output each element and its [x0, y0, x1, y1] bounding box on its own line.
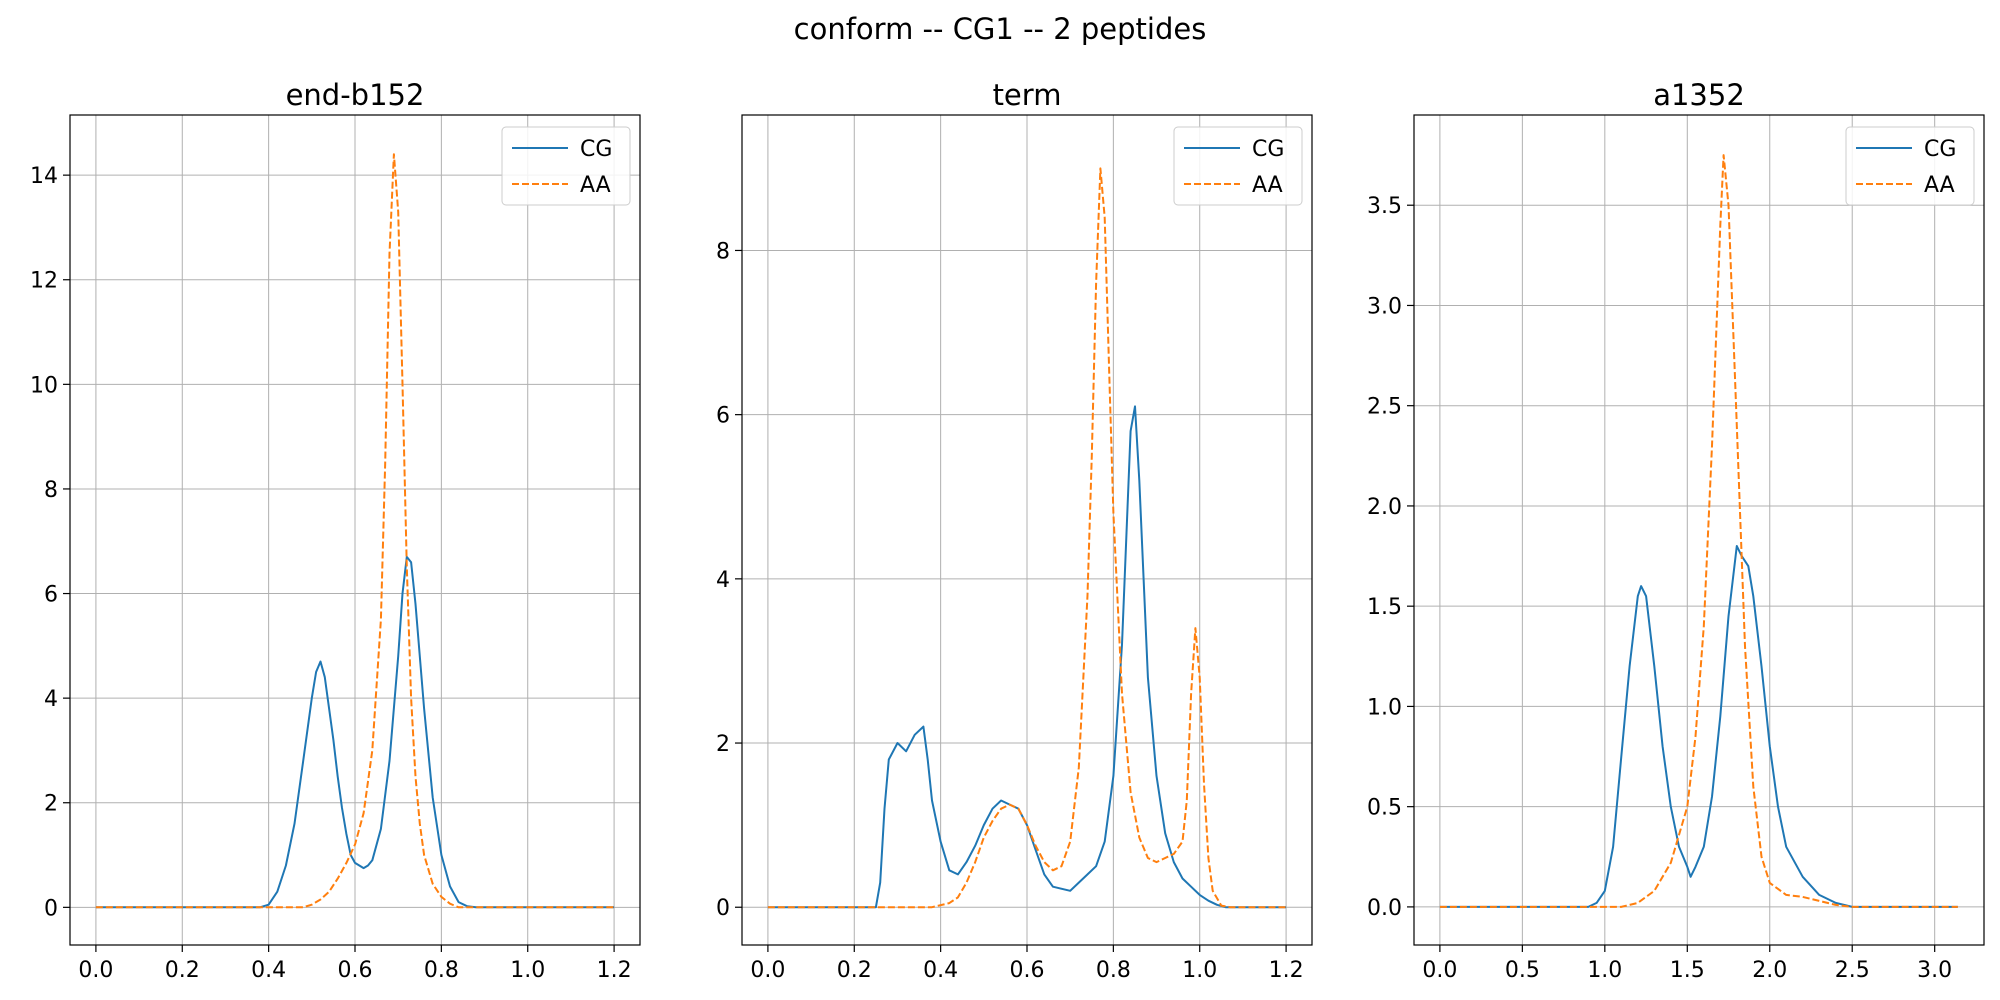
- y-tick-label: 10: [30, 373, 58, 398]
- series-line-aa: [1439, 154, 1958, 908]
- x-tick-label: 0.2: [165, 958, 200, 983]
- x-tick-label: 2.5: [1835, 958, 1870, 983]
- y-tick-label: 0.0: [1367, 896, 1402, 921]
- x-tick-label: 1.5: [1670, 958, 1705, 983]
- series-line-aa: [95, 153, 615, 909]
- legend-label-aa: AA: [1924, 173, 1955, 198]
- legend-box: [501, 126, 631, 206]
- y-tick-label: 4: [716, 568, 730, 593]
- x-tick-label: 0.0: [750, 958, 785, 983]
- axes-frame: [1413, 114, 1985, 946]
- y-tick-label: 0: [716, 896, 730, 921]
- y-tick-label: 6: [44, 583, 58, 608]
- panel-term: 0.0 0.2 0.4 0.6 0.8 1.0 1.2 0 2 4 6 8 term CG AA: [716, 78, 1313, 983]
- panel-title: term: [993, 78, 1062, 112]
- y-tick-label: 2.5: [1367, 395, 1402, 420]
- y-tick-label: 2: [716, 732, 730, 757]
- y-tick-label: 0: [44, 896, 58, 921]
- y-tick-label: 0.5: [1367, 796, 1402, 821]
- y-tick-label: 8: [44, 478, 58, 503]
- x-tick-label: 0.4: [251, 958, 286, 983]
- y-tick-label: 3.0: [1367, 294, 1402, 319]
- series-line-cg: [1439, 545, 1958, 908]
- y-tick-label: 8: [716, 239, 730, 264]
- x-tick-label: 0.0: [78, 958, 113, 983]
- x-tick-label: 0.6: [338, 958, 373, 983]
- y-tick-label: 2.0: [1367, 495, 1402, 520]
- y-tick-label: 1.5: [1367, 595, 1402, 620]
- panel-end-b152: 0.0 0.2 0.4 0.6 0.8 1.0 1.2 0 2 4 6 8 10 12 14 end-b152…: [30, 78, 641, 983]
- legend-label-cg: CG: [1924, 137, 1956, 162]
- panel-title: a1352: [1653, 78, 1745, 112]
- x-tick-label: 0.6: [1010, 958, 1045, 983]
- y-tick-label: 6: [716, 404, 730, 429]
- y-tick-label: 4: [44, 687, 58, 712]
- legend-label-aa: AA: [1252, 173, 1283, 198]
- legend-label-cg: CG: [1252, 137, 1284, 162]
- legend-box: [1173, 126, 1303, 206]
- x-tick-label: 0.4: [923, 958, 958, 983]
- x-tick-label: 3.0: [1917, 958, 1952, 983]
- x-tick-label: 2.0: [1752, 958, 1787, 983]
- panel-a1352: 0.0 0.5 1.0 1.5 2.0 2.5 3.0 0.0 0.5 1.0 1.5 2.0 2.5 3…: [1367, 78, 1985, 983]
- x-tick-label: 0.2: [837, 958, 872, 983]
- x-tick-label: 1.0: [1182, 958, 1217, 983]
- series-line-aa: [767, 167, 1287, 909]
- y-tick-label: 2: [44, 792, 58, 817]
- y-tick-label: 12: [30, 269, 58, 294]
- x-tick-label: 1.2: [597, 958, 632, 983]
- panel-title: end-b152: [286, 78, 425, 112]
- x-tick-label: 0.8: [424, 958, 459, 983]
- x-tick-label: 1.0: [1587, 958, 1622, 983]
- x-tick-label: 1.0: [510, 958, 545, 983]
- y-tick-label: 1.0: [1367, 695, 1402, 720]
- x-tick-label: 1.2: [1269, 958, 1304, 983]
- x-tick-label: 0.0: [1422, 958, 1457, 983]
- series-line-cg: [767, 405, 1287, 909]
- x-tick-label: 0.5: [1505, 958, 1540, 983]
- y-tick-label: 14: [30, 164, 58, 189]
- legend-label-cg: CG: [580, 137, 612, 162]
- legend-label-aa: AA: [580, 173, 611, 198]
- figure-suptitle: conform -- CG1 -- 2 peptides: [793, 12, 1207, 46]
- series-line-cg: [95, 555, 615, 909]
- legend-box: [1845, 126, 1975, 206]
- y-tick-label: 3.5: [1367, 194, 1402, 219]
- x-tick-label: 0.8: [1096, 958, 1131, 983]
